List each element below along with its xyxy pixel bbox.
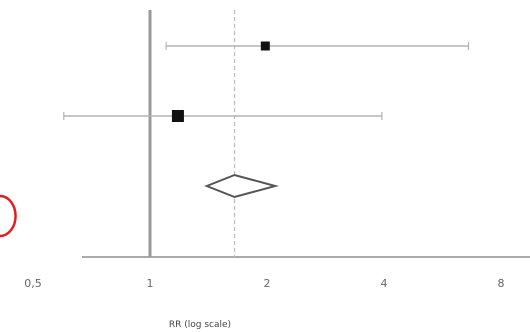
study-row-1 (165, 41, 470, 51)
x-tick-label-3: 4 (381, 277, 388, 290)
red-circle-mark (0, 194, 17, 238)
study-row-2 (63, 110, 383, 122)
study-2-marker (171, 110, 184, 122)
x-tick-label-0: 0,5 (24, 277, 42, 290)
x-tick-label-4: 8 (498, 277, 505, 290)
x-axis-title: RR (log scale) (169, 320, 231, 330)
study-1-marker (260, 41, 270, 51)
x-tick-label-2: 2 (264, 277, 271, 290)
x-tick-label-1: 1 (147, 277, 154, 290)
pooled-diamond (204, 173, 280, 199)
